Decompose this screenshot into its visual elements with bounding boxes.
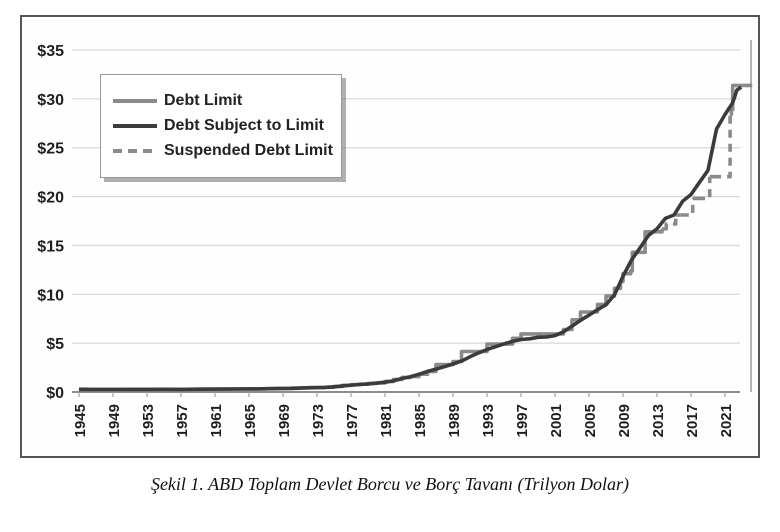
- legend-item-debt-subject-to-limit: Debt Subject to Limit: [113, 117, 331, 135]
- x-axis-tick-label: 1989: [446, 404, 463, 437]
- x-axis-tick-label: 1969: [276, 404, 293, 437]
- x-axis-tick-label: 1973: [310, 404, 327, 437]
- series-line-debt-limit: [79, 230, 658, 392]
- x-axis-tick-label: 1985: [412, 404, 429, 437]
- series-line-suspended-debt-limit: [713, 114, 732, 179]
- x-axis-tick-label: 2009: [616, 404, 633, 437]
- debt-chart: $35 $30 $25 $20 $15 $10 $5 $0 1945 1949 1953 1957 19…: [37, 40, 753, 437]
- series-line-debt-limit: [729, 83, 753, 117]
- y-axis-tick-label: $35: [37, 43, 64, 60]
- x-axis-tick-label: 2021: [718, 404, 735, 437]
- debt-subject-line-icon: [113, 124, 157, 128]
- y-axis-tick-label: $0: [46, 385, 64, 402]
- y-axis-tick-label: $30: [37, 92, 64, 109]
- legend-label-debt-subject-to-limit: Debt Subject to Limit: [164, 117, 324, 134]
- series-line-debt-subject-to-limit: [79, 85, 743, 392]
- x-axis-tick-label: 1965: [242, 404, 259, 437]
- series-line-suspended-debt-limit: [697, 176, 712, 201]
- x-axis-tick-label: 1949: [106, 404, 123, 437]
- x-axis-tick-label: 1997: [514, 404, 531, 437]
- x-axis-tick-label: 2005: [582, 404, 599, 437]
- x-axis-tick-label: 2001: [548, 404, 565, 437]
- x-axis-tick-label: 1977: [344, 404, 361, 437]
- x-axis-tick-label: 2013: [650, 404, 667, 437]
- series-line-suspended-debt-limit: [680, 198, 695, 217]
- legend-label-debt-limit: Debt Limit: [164, 92, 243, 109]
- legend-item-suspended-debt-limit: Suspended Debt Limit: [113, 142, 333, 160]
- y-axis-tick-label: $10: [37, 287, 64, 304]
- x-axis-tick-label: 1953: [140, 404, 157, 437]
- y-axis-tick-label: $25: [37, 141, 64, 158]
- figure-caption: Şekil 1. ABD Toplam Devlet Borcu ve Borç…: [150, 474, 630, 494]
- x-axis-tick-label: 1945: [72, 404, 89, 437]
- x-axis-tick-label: 1993: [480, 404, 497, 437]
- y-axis-tick-label: $20: [37, 190, 64, 207]
- suspended-limit-dashed-line-icon: [113, 149, 157, 153]
- series-line-suspended-debt-limit: [663, 215, 678, 231]
- x-axis-tick-label: 1961: [208, 404, 225, 437]
- chart-legend: Debt Limit Debt Subject to Limit Suspend…: [100, 74, 342, 178]
- x-axis-tick-label: 1957: [174, 404, 191, 437]
- x-axis-tick-label: 2017: [684, 404, 701, 437]
- y-axis-tick-label: $15: [37, 238, 64, 255]
- legend-label-suspended-debt-limit: Suspended Debt Limit: [164, 142, 333, 159]
- y-axis-tick-label: $5: [46, 336, 64, 353]
- debt-limit-line-icon: [113, 99, 157, 103]
- chart-frame: $35 $30 $25 $20 $15 $10 $5 $0 1945 1949 1953 1957 19…: [20, 15, 760, 458]
- legend-item-debt-limit: Debt Limit: [113, 92, 331, 110]
- x-axis-tick-label: 1981: [378, 404, 395, 437]
